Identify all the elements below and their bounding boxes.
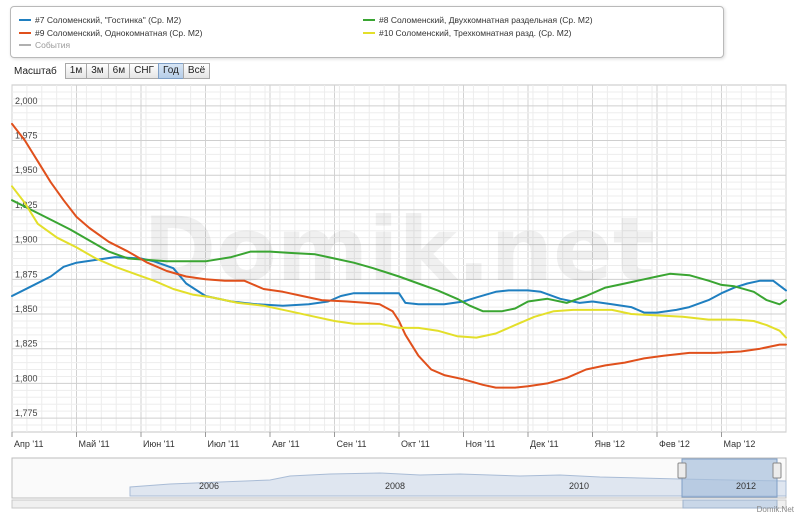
legend-swatch-8 bbox=[363, 19, 375, 21]
y-tick-label: 1,950 bbox=[15, 165, 38, 175]
legend-item-8[interactable]: #8 Соломенский, Двухкомнатная раздельная… bbox=[363, 15, 593, 25]
x-tick-label: Сен '11 bbox=[337, 439, 367, 449]
x-tick-label: Май '11 bbox=[79, 439, 110, 449]
x-tick-label: Ноя '11 bbox=[466, 439, 496, 449]
x-tick-label: Фев '12 bbox=[659, 439, 690, 449]
x-tick-label: Мар '12 bbox=[724, 439, 756, 449]
legend-label-7: #7 Соломенский, "Гостинка" (Ср. М2) bbox=[35, 15, 182, 25]
x-tick-label: Дек '11 bbox=[530, 439, 559, 449]
series-line-1 bbox=[11, 199, 787, 313]
x-tick-label: Июн '11 bbox=[143, 439, 175, 449]
legend-label-9: #9 Соломенский, Однокомнатная (Ср. М2) bbox=[35, 28, 203, 38]
navigator-year-label: 2012 bbox=[736, 481, 756, 491]
legend-swatch-7 bbox=[19, 19, 31, 21]
y-tick-label: 1,850 bbox=[15, 304, 38, 314]
zoom-selector: Масштаб 1м 3м 6м СНГ Год Всё bbox=[14, 62, 211, 80]
legend-swatch-10 bbox=[363, 32, 375, 34]
legend-swatch-9 bbox=[19, 32, 31, 34]
series-line-2 bbox=[11, 122, 787, 389]
y-tick-label: 1,800 bbox=[15, 373, 38, 383]
x-tick-label: Авг '11 bbox=[272, 439, 300, 449]
watermark-text: Domik.net bbox=[143, 198, 655, 301]
y-tick-label: 1,825 bbox=[15, 339, 38, 349]
legend-label-8: #8 Соломенский, Двухкомнатная раздельная… bbox=[379, 15, 593, 25]
y-tick-label: 1,900 bbox=[15, 235, 38, 245]
y-tick-label: 2,000 bbox=[15, 96, 38, 106]
x-tick-label: Июл '11 bbox=[208, 439, 240, 449]
legend-label-10: #10 Соломенский, Трехкомнатная разд. (Ср… bbox=[379, 28, 572, 38]
y-tick-label: 1,775 bbox=[15, 408, 38, 418]
x-tick-label: Окт '11 bbox=[401, 439, 430, 449]
legend-item-7[interactable]: #7 Соломенский, "Гостинка" (Ср. М2) bbox=[19, 15, 181, 25]
chart-legend: #7 Соломенский, "Гостинка" (Ср. М2) #9 С… bbox=[10, 6, 724, 58]
legend-item-9[interactable]: #9 Соломенский, Однокомнатная (Ср. М2) bbox=[19, 28, 203, 38]
y-tick-label: 1,875 bbox=[15, 269, 38, 279]
navigator-year-label: 2010 bbox=[569, 481, 589, 491]
navigator-handle-right[interactable] bbox=[772, 462, 782, 479]
navigator-selection[interactable] bbox=[681, 458, 778, 498]
navigator-year-label: 2008 bbox=[385, 481, 405, 491]
legend-label-events: События bbox=[35, 40, 71, 50]
series-line-3 bbox=[11, 185, 787, 339]
legend-item-events[interactable]: События bbox=[19, 40, 70, 50]
navigator-handle-left[interactable] bbox=[677, 462, 687, 479]
legend-item-10[interactable]: #10 Соломенский, Трехкомнатная разд. (Ср… bbox=[363, 28, 571, 38]
scrollbar-track[interactable] bbox=[11, 499, 787, 509]
x-tick-label: Апр '11 bbox=[14, 439, 43, 449]
legend-swatch-events bbox=[19, 44, 31, 46]
scrollbar-thumb[interactable] bbox=[682, 499, 778, 509]
x-tick-label: Янв '12 bbox=[595, 439, 625, 449]
copyright-text: Domik.Net bbox=[756, 505, 794, 514]
navigator-year-label: 2006 bbox=[199, 481, 219, 491]
zoom-button-all[interactable]: Всё bbox=[182, 63, 211, 79]
y-tick-label: 1,975 bbox=[15, 131, 38, 141]
zoom-label: Масштаб bbox=[14, 65, 57, 77]
